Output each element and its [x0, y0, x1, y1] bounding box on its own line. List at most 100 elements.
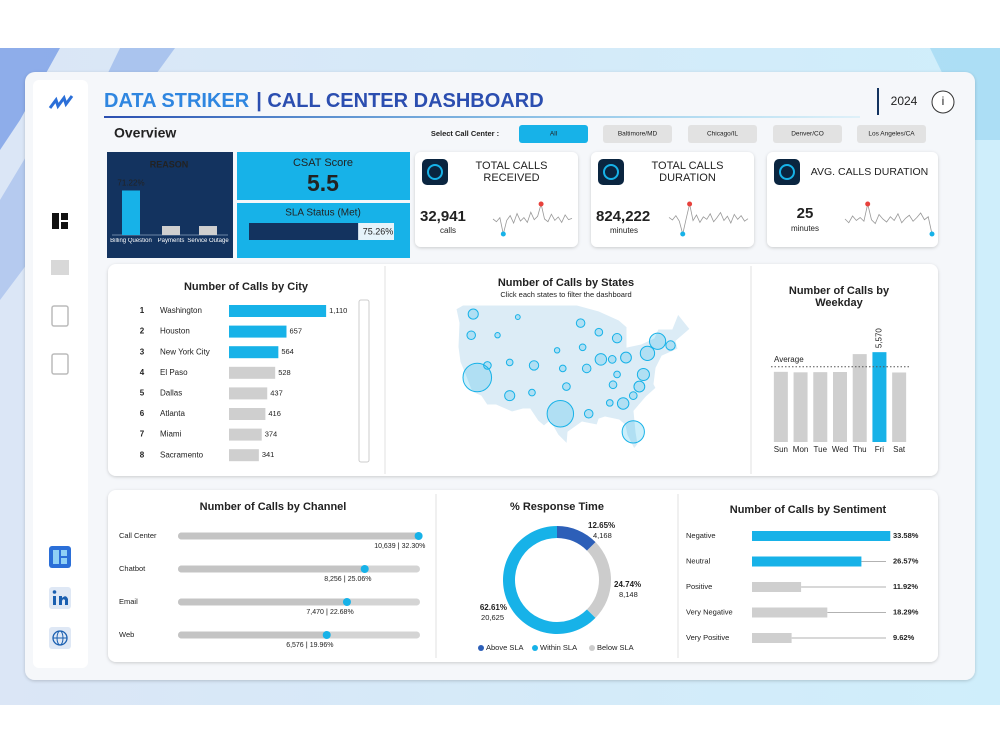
bubble[interactable]	[633, 380, 646, 393]
nav-linkedin[interactable]	[49, 587, 71, 609]
category-label: Chatbot	[119, 564, 146, 573]
bubble[interactable]	[546, 400, 575, 428]
kpi-title-box: AVG. CALLS DURATION	[811, 167, 928, 178]
bubble[interactable]	[583, 408, 594, 419]
nav-pdf[interactable]	[51, 305, 69, 327]
chart-title: % Response Time	[510, 501, 604, 513]
bubble[interactable]	[504, 390, 516, 402]
bubble[interactable]	[553, 347, 561, 354]
nav-dashboard[interactable]	[52, 213, 68, 229]
category-label: Houston	[160, 327, 190, 336]
bubble[interactable]	[616, 397, 630, 410]
data-label: 6,576	[286, 642, 304, 649]
category-label: Dallas	[160, 389, 182, 398]
bubble[interactable]	[558, 364, 567, 373]
data-label: 24.74%	[614, 580, 641, 589]
bubble[interactable]	[505, 358, 514, 367]
bubble[interactable]	[483, 361, 492, 370]
bubble[interactable]	[636, 367, 650, 382]
kpi-icon-glyph	[427, 164, 443, 180]
bubble[interactable]	[621, 420, 645, 444]
bubble[interactable]	[514, 314, 521, 320]
nav-report[interactable]	[51, 260, 69, 275]
logo	[48, 94, 74, 110]
chart-title: Number of Calls by Sentiment	[730, 504, 887, 516]
data-label: 10,639	[374, 543, 396, 550]
count-label: 8,148	[619, 590, 638, 599]
bubble[interactable]	[594, 327, 604, 337]
bubble[interactable]	[528, 360, 540, 371]
x-tick-label: Thu	[853, 445, 867, 454]
donut-segment	[557, 526, 596, 551]
category-label-box: Billing Question	[110, 238, 152, 244]
kpi-card	[591, 152, 754, 247]
bubble[interactable]	[494, 332, 501, 339]
kpi-icon-glyph	[779, 164, 795, 180]
bubble[interactable]	[620, 351, 632, 364]
chart-title: REASON	[150, 159, 189, 169]
filter-button[interactable]	[773, 125, 842, 143]
chart-subtitle: Click each states to filter the dashboar…	[500, 290, 631, 299]
bubble[interactable]	[648, 332, 667, 350]
bubble[interactable]	[562, 382, 571, 391]
bar	[752, 531, 891, 541]
filter-button[interactable]	[688, 125, 757, 143]
data-label: 71.22%	[117, 179, 144, 188]
bar	[229, 366, 276, 379]
bubble[interactable]	[467, 308, 479, 320]
kpi-unit: minutes	[791, 224, 819, 233]
nav-app[interactable]	[49, 546, 71, 568]
kpi-title: TOTAL CALLS DURATION	[651, 160, 724, 185]
category-label: Billing Question	[110, 238, 152, 244]
kpi-value: 32,941	[420, 208, 466, 225]
bubble[interactable]	[605, 399, 614, 407]
category-label: El Paso	[160, 368, 188, 377]
bubble[interactable]	[575, 318, 586, 328]
bubble[interactable]	[594, 353, 608, 366]
rank: 5	[140, 389, 145, 398]
nav-ppt[interactable]	[51, 353, 69, 375]
info-button[interactable]	[931, 90, 955, 114]
bubble[interactable]	[639, 345, 656, 361]
bubble[interactable]	[462, 362, 493, 393]
bar	[229, 428, 262, 441]
dot	[360, 565, 369, 573]
bubble[interactable]	[611, 333, 623, 344]
bubble[interactable]	[613, 370, 621, 379]
filter-button[interactable]	[857, 125, 926, 143]
scrollbar[interactable]	[358, 299, 370, 463]
chart-title: Number of Calls by Channel	[200, 501, 347, 513]
bubble[interactable]	[607, 355, 617, 364]
bubble[interactable]	[578, 343, 587, 352]
share-label: 32.30%	[402, 543, 426, 550]
data-label: 5,570	[875, 328, 884, 349]
filter-button[interactable]	[603, 125, 672, 143]
dot	[342, 598, 351, 606]
kpi-icon	[774, 159, 800, 185]
bubble[interactable]	[581, 363, 592, 374]
bubble[interactable]	[665, 340, 676, 351]
us-map[interactable]	[455, 304, 691, 450]
nav-web[interactable]	[49, 627, 71, 649]
x-tick-label: Fri	[875, 445, 885, 454]
data-label: 12.65%	[588, 521, 615, 530]
chart-title: Number of Calls by States	[498, 277, 634, 289]
kpi-value: 25	[797, 205, 814, 222]
category-label-box: Payments	[158, 238, 185, 244]
bubble[interactable]	[608, 380, 618, 390]
filter-button[interactable]	[519, 125, 588, 143]
bubble[interactable]	[628, 391, 638, 400]
rank: 8	[140, 450, 145, 459]
bubble[interactable]	[466, 330, 476, 340]
donut-segment	[503, 526, 596, 634]
sparkline	[492, 203, 573, 235]
kpi-icon	[598, 159, 624, 185]
bar	[229, 305, 327, 317]
bar	[892, 372, 907, 442]
bubble[interactable]	[528, 388, 536, 397]
category-label: Washington	[160, 306, 202, 315]
bar	[833, 372, 847, 442]
brand: DATA STRIKER	[104, 90, 250, 112]
x-tick-label: Wed	[832, 445, 848, 454]
